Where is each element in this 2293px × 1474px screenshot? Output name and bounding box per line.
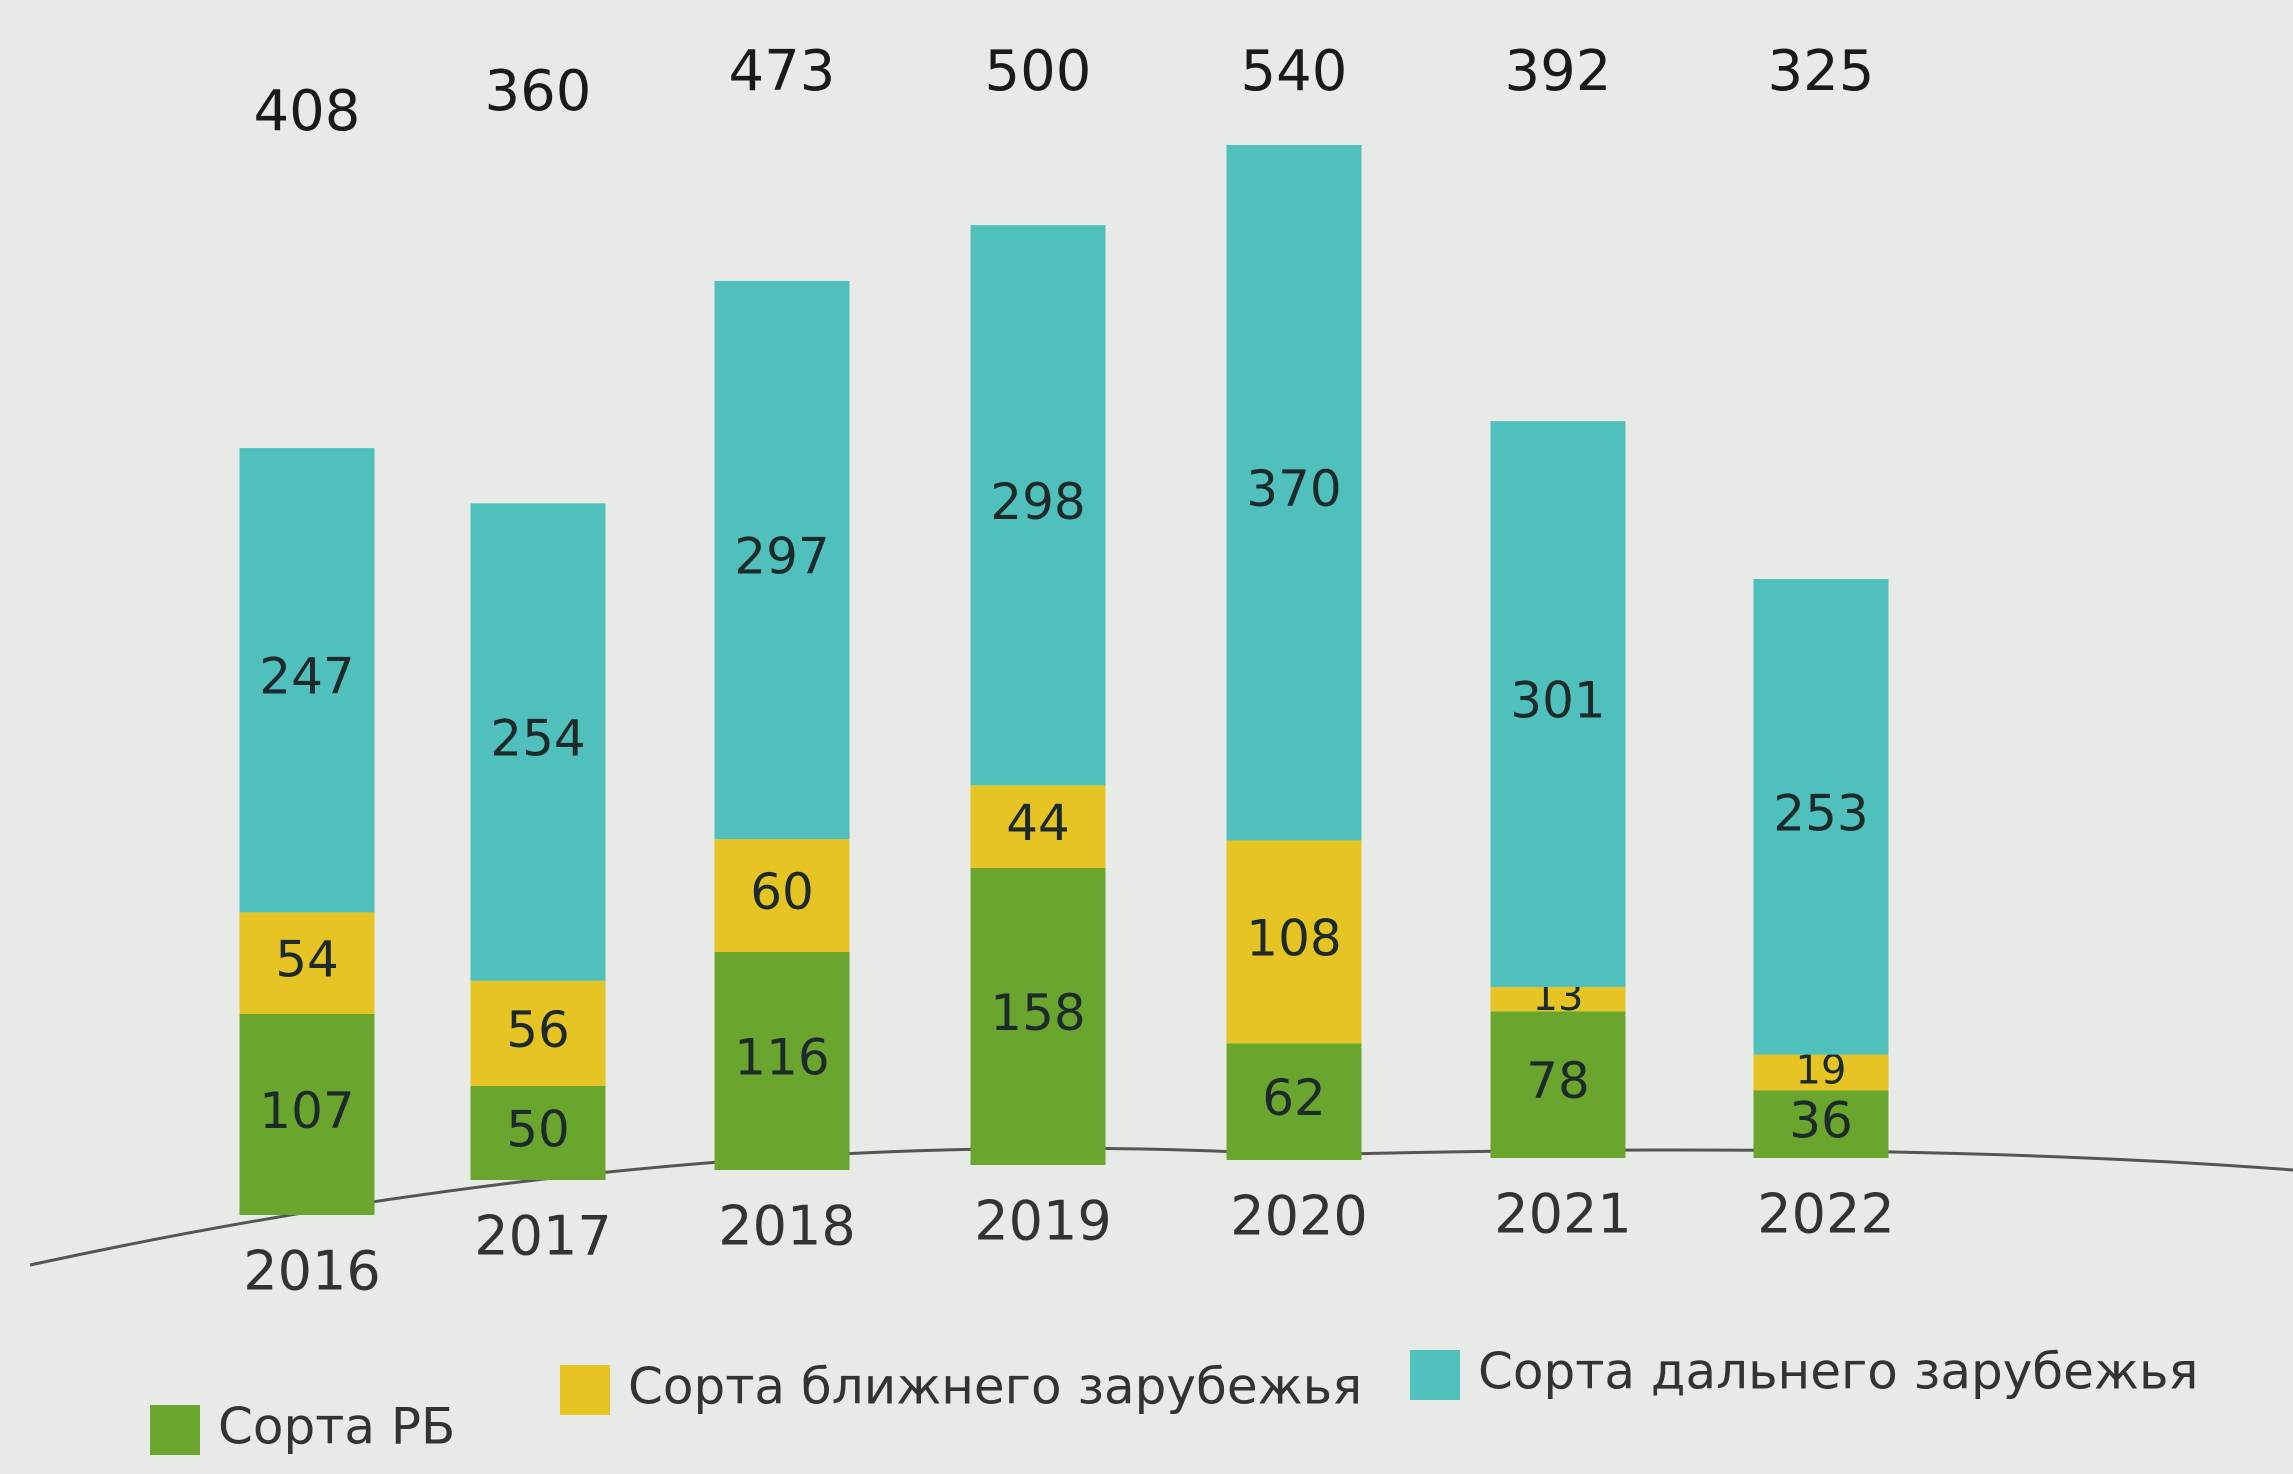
legend-swatch (560, 1365, 610, 1415)
bar-segment (1490, 421, 1626, 987)
total-label: 408 (254, 79, 361, 144)
data-label: 107 (259, 1082, 354, 1140)
x-tick-label: 2020 (1230, 1185, 1367, 1248)
bar-segment (714, 951, 850, 1170)
x-tick-label: 2018 (718, 1195, 855, 1258)
bar-segment (1226, 145, 1362, 841)
bar-segment (714, 280, 850, 840)
bar-segment (1753, 579, 1889, 1055)
data-label: 56 (506, 1001, 570, 1059)
data-label: 78 (1526, 1052, 1590, 1110)
total-label: 392 (1505, 39, 1612, 104)
legend-label: Сорта ближнего зарубежья (628, 1358, 1362, 1416)
data-label: 254 (490, 710, 585, 768)
data-label: 60 (750, 863, 814, 921)
data-label: 116 (734, 1028, 829, 1086)
data-label: 298 (990, 473, 1085, 531)
bar-segment (714, 839, 850, 952)
data-label: 54 (275, 931, 339, 989)
data-label: 36 (1789, 1092, 1853, 1150)
bar-segment (1490, 986, 1626, 1012)
legend-label: Сорта РБ (218, 1398, 455, 1456)
bar-segment (1753, 1090, 1889, 1158)
data-label: 247 (259, 648, 354, 706)
total-label: 360 (485, 59, 592, 124)
bar-segment (970, 868, 1106, 1165)
data-label: 44 (1006, 794, 1070, 852)
data-label: 62 (1262, 1069, 1326, 1127)
data-label: 253 (1773, 784, 1868, 842)
legend-swatch (1410, 1350, 1460, 1400)
legend-swatch (150, 1405, 200, 1455)
total-label: 500 (985, 39, 1092, 104)
data-label: 108 (1246, 909, 1341, 967)
bar-segment (1753, 1054, 1889, 1091)
bar-segment (470, 503, 606, 981)
bar-segment (1226, 840, 1362, 1044)
data-label: 50 (506, 1101, 570, 1159)
bar-segment (470, 980, 606, 1087)
x-tick-label: 2016 (243, 1240, 380, 1303)
data-label: 158 (990, 984, 1085, 1042)
data-label: 301 (1510, 672, 1605, 730)
data-label: 19 (1796, 1047, 1847, 1093)
legend-label: Сорта дальнего зарубежья (1478, 1343, 2198, 1401)
x-tick-label: 2019 (974, 1190, 1111, 1253)
bar-segment (470, 1086, 606, 1180)
data-label: 297 (734, 528, 829, 586)
x-tick-label: 2021 (1494, 1183, 1631, 1246)
bar-segment (239, 1013, 375, 1215)
bar-segment (1226, 1043, 1362, 1160)
total-label: 473 (729, 39, 836, 104)
data-label: 370 (1246, 460, 1341, 518)
bar-segment (970, 785, 1106, 869)
total-label: 540 (1241, 39, 1348, 104)
bar-segment (239, 448, 375, 913)
x-tick-label: 2017 (474, 1205, 611, 1268)
bar-segment (1490, 1011, 1626, 1158)
bar-segment (239, 912, 375, 1014)
bar-segment (970, 225, 1106, 786)
x-tick-label: 2022 (1757, 1183, 1894, 1246)
total-label: 325 (1768, 39, 1875, 104)
